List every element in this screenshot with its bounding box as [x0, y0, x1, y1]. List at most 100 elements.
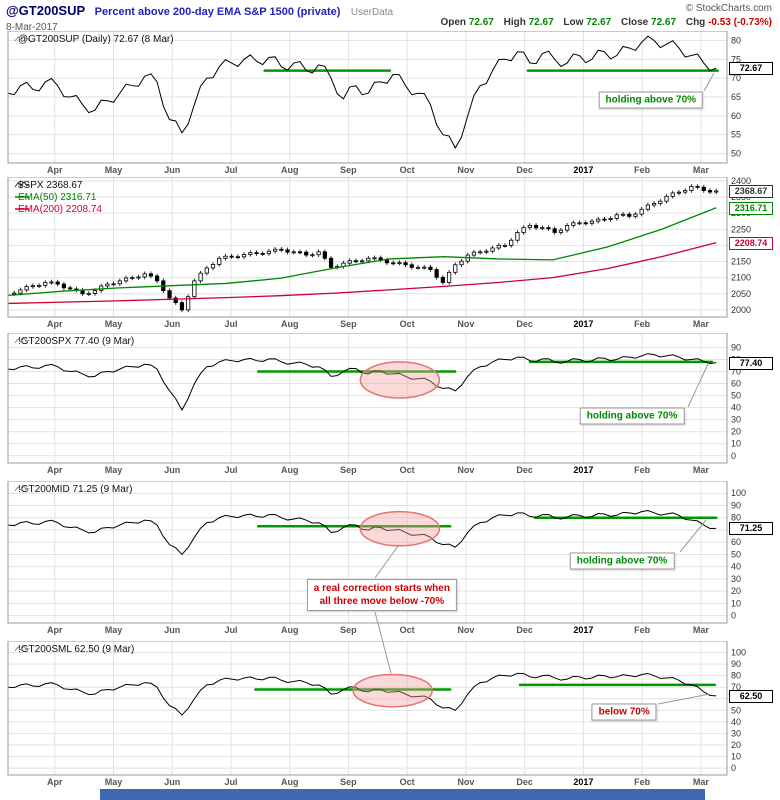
svg-text:2400: 2400 [731, 177, 751, 186]
panel-gt200sml: 0102030405060708090100 !GT200SML 62.50 (… [0, 641, 780, 791]
svg-text:90: 90 [731, 500, 741, 510]
source-tag: UserData [350, 7, 394, 18]
x-tick-label: Mar [692, 777, 709, 787]
x-tick-label: Jun [164, 465, 181, 475]
bottom-scrollbar-thumb[interactable] [100, 789, 705, 800]
svg-text:40: 40 [731, 403, 741, 413]
x-tick-label: Oct [399, 165, 415, 175]
svg-text:50: 50 [731, 549, 741, 559]
svg-text:20: 20 [731, 427, 741, 437]
panel-spx: 200020502100215022002250230023502400 $SP… [0, 177, 780, 333]
x-tick-label: May [104, 165, 123, 175]
x-tick-label: Apr [46, 319, 63, 329]
svg-text:60: 60 [731, 537, 741, 547]
x-tick-label: Dec [516, 625, 533, 635]
panel-title-text: $SPX 2368.67 [18, 180, 83, 191]
x-tick-label: Nov [457, 465, 475, 475]
chart-header: @GT200SUP Percent above 200-day EMA S&P … [0, 0, 780, 33]
svg-text:60: 60 [731, 379, 741, 389]
price-label-ema200: 2208.74 [729, 236, 773, 250]
svg-text:100: 100 [731, 648, 746, 658]
price-label: 77.40 [729, 356, 773, 370]
x-tick-label: 2017 [573, 777, 594, 787]
x-tick-label: Nov [457, 165, 475, 175]
svg-text:0: 0 [731, 611, 736, 621]
x-tick-label: Feb [634, 465, 651, 475]
annotation-correction-note: a real correction starts when all three … [306, 578, 457, 611]
svg-text:2050: 2050 [731, 289, 751, 299]
x-tick-label: Mar [692, 165, 709, 175]
legend-ema50-text: EMA(50) 2316.71 [18, 192, 97, 203]
annotation-below-70: below 70% [591, 703, 657, 721]
x-tick-label: May [104, 625, 123, 635]
x-tick-label: Feb [634, 319, 651, 329]
svg-text:60: 60 [731, 111, 741, 121]
x-tick-label: Dec [516, 165, 533, 175]
svg-text:20: 20 [731, 740, 741, 750]
x-tick-label: Jul [224, 465, 238, 475]
x-tick-label: Aug [280, 319, 299, 329]
panel-title-text: !GT200SML 62.50 (9 Mar) [18, 644, 135, 655]
svg-text:0: 0 [731, 763, 736, 773]
legend-ema200-text: EMA(200) 2208.74 [18, 204, 102, 215]
panel-title: $SPX 2368.67 [14, 180, 83, 191]
x-tick-label: 2017 [573, 465, 594, 475]
svg-text:90: 90 [731, 342, 741, 352]
x-tick-label: Dec [516, 465, 533, 475]
x-tick-label: Aug [280, 465, 299, 475]
x-tick-label: Jul [224, 165, 238, 175]
svg-text:65: 65 [731, 92, 741, 102]
x-tick-label: Jun [164, 777, 181, 787]
price-label-ema50: 2316.71 [729, 201, 773, 215]
x-tick-label: 2017 [573, 625, 594, 635]
x-tick-label: Oct [399, 777, 415, 787]
svg-text:100: 100 [731, 488, 746, 498]
x-tick-label: Nov [457, 777, 475, 787]
svg-text:2100: 2100 [731, 273, 751, 283]
copyright-notice: © StockCharts.com [685, 3, 772, 14]
quote-strip: Open 72.67 High 72.67 Low 72.67 Close 72… [433, 17, 772, 28]
svg-text:55: 55 [731, 130, 741, 140]
x-tick-label: Dec [516, 319, 533, 329]
open-label: Open [440, 17, 467, 28]
x-tick-label: Apr [46, 777, 63, 787]
x-tick-label: Oct [399, 625, 415, 635]
panel-gt200spx: 0102030405060708090 !GT200SPX 77.40 (9 M… [0, 333, 780, 479]
svg-text:20: 20 [731, 586, 741, 596]
price-label-spx: 2368.67 [729, 184, 773, 198]
header-quote-row: 8-Mar-2017 Open 72.67 High 72.67 Low 72.… [6, 17, 774, 33]
x-tick-label: Apr [46, 465, 63, 475]
svg-text:50: 50 [731, 705, 741, 715]
x-tick-label: Jun [164, 625, 181, 635]
change-value: -0.53 (-0.73%) [708, 17, 772, 28]
svg-text:90: 90 [731, 659, 741, 669]
x-tick-label: Jul [224, 319, 238, 329]
x-tick-label: Feb [634, 165, 651, 175]
x-tick-label: May [104, 777, 123, 787]
high-value: 72.67 [528, 17, 554, 28]
x-tick-label: Sep [340, 625, 357, 635]
svg-text:0: 0 [731, 451, 736, 461]
svg-text:50: 50 [731, 391, 741, 401]
panel-title-text: !GT200SPX 77.40 (9 Mar) [18, 336, 135, 347]
x-tick-label: Mar [692, 465, 709, 475]
x-tick-label: Dec [516, 777, 533, 787]
svg-text:50: 50 [731, 149, 741, 159]
x-tick-label: Jun [164, 165, 181, 175]
header-title-row: @GT200SUP Percent above 200-day EMA S&P … [6, 2, 774, 18]
panel-title: @GT200SUP (Daily) 72.67 (8 Mar) [14, 34, 174, 45]
svg-text:70: 70 [731, 367, 741, 377]
gt200sup-plot: 50 55 60 65 70 75 80 [7, 31, 741, 164]
x-tick-label: Jun [164, 319, 181, 329]
panel-title-text: @GT200SUP (Daily) 72.67 (8 Mar) [18, 34, 174, 45]
low-label: Low [563, 17, 584, 28]
svg-text:40: 40 [731, 562, 741, 572]
symbol: @GT200SUP [6, 3, 86, 18]
low-value: 72.67 [586, 17, 612, 28]
legend-ema200: EMA(200) 2208.74 [14, 204, 102, 215]
change-label: Chg [685, 17, 706, 28]
svg-text:75: 75 [731, 54, 741, 64]
svg-text:70: 70 [731, 73, 741, 83]
price-label: 72.67 [729, 62, 773, 76]
